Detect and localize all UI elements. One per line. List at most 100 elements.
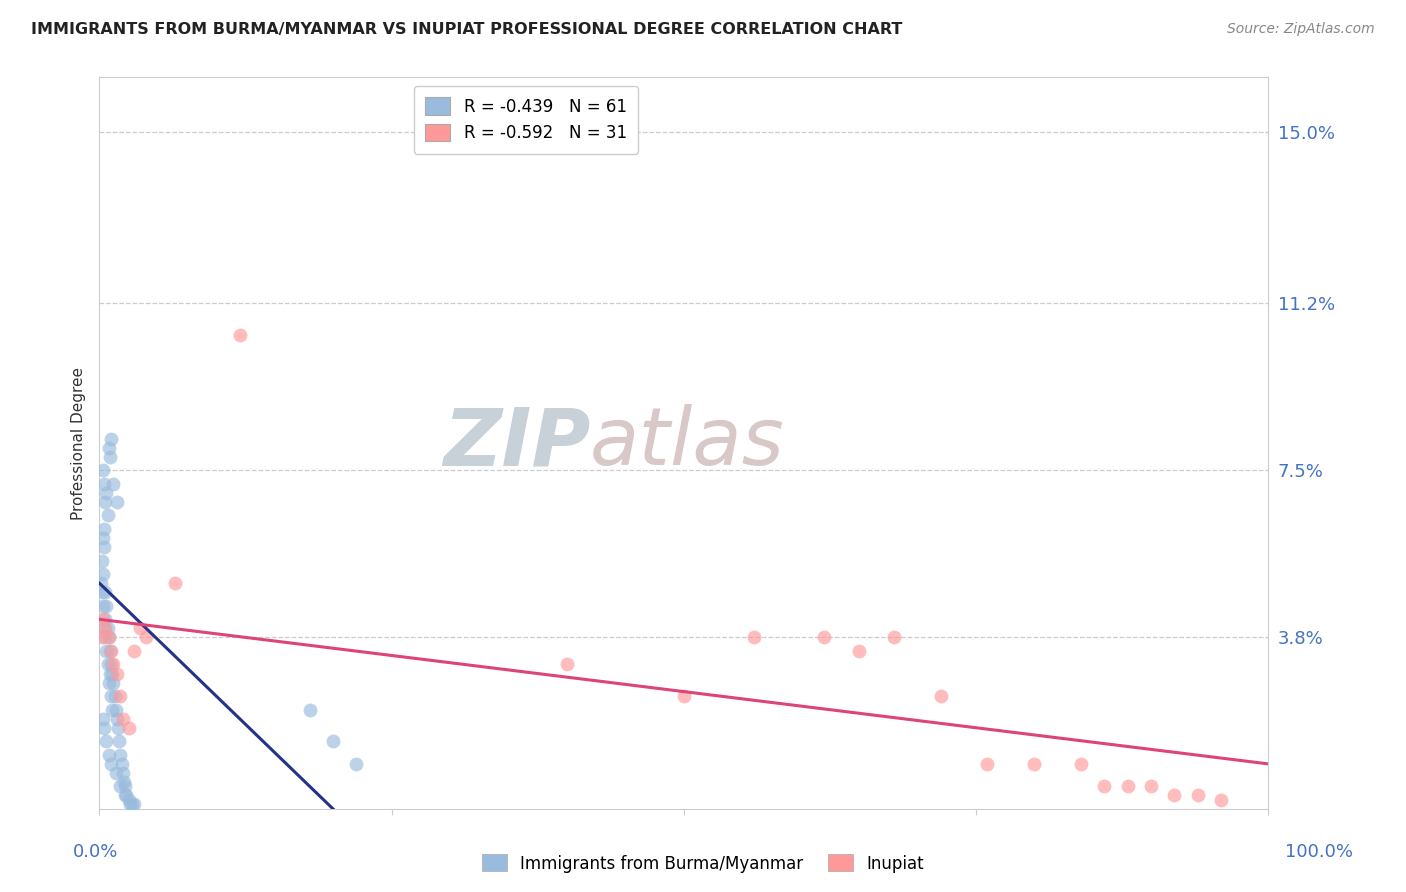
Point	[121, 797, 143, 812]
Point	[1163, 789, 1185, 803]
Point	[96, 486, 118, 500]
Point	[91, 612, 114, 626]
Point	[105, 666, 128, 681]
Point	[96, 734, 118, 748]
Point	[124, 797, 146, 812]
Point	[1187, 789, 1209, 803]
Point	[104, 689, 127, 703]
Point	[91, 712, 114, 726]
Point	[98, 450, 121, 464]
Point	[104, 703, 127, 717]
Point	[91, 567, 114, 582]
Point	[93, 721, 115, 735]
Point	[742, 631, 765, 645]
Point	[90, 554, 112, 568]
Point	[94, 631, 117, 645]
Legend: R = -0.439   N = 61, R = -0.592   N = 31: R = -0.439 N = 61, R = -0.592 N = 31	[413, 86, 638, 153]
Point	[117, 721, 139, 735]
Point	[1070, 756, 1092, 771]
Point	[94, 621, 117, 635]
Point	[103, 675, 125, 690]
Point	[111, 756, 134, 771]
Point	[114, 789, 136, 803]
Point	[90, 631, 112, 645]
Point	[97, 675, 120, 690]
Point	[103, 657, 125, 672]
Point	[346, 756, 368, 771]
Point	[93, 540, 115, 554]
Point	[115, 789, 138, 803]
Text: IMMIGRANTS FROM BURMA/MYANMAR VS INUPIAT PROFESSIONAL DEGREE CORRELATION CHART: IMMIGRANTS FROM BURMA/MYANMAR VS INUPIAT…	[31, 22, 903, 37]
Point	[100, 657, 122, 672]
Point	[98, 666, 121, 681]
Legend: Immigrants from Burma/Myanmar, Inupiat: Immigrants from Burma/Myanmar, Inupiat	[475, 847, 931, 880]
Point	[100, 432, 122, 446]
Point	[97, 657, 120, 672]
Point	[93, 621, 115, 635]
Point	[100, 644, 122, 658]
Point	[111, 765, 134, 780]
Point	[107, 721, 129, 735]
Point	[94, 585, 117, 599]
Point	[672, 689, 695, 703]
Point	[555, 657, 578, 672]
Point	[100, 689, 122, 703]
Point	[883, 631, 905, 645]
Point	[96, 644, 118, 658]
Point	[111, 712, 134, 726]
Point	[93, 476, 115, 491]
Point	[97, 747, 120, 762]
Point	[103, 476, 125, 491]
Point	[108, 734, 131, 748]
Point	[322, 734, 344, 748]
Point	[813, 631, 835, 645]
Point	[929, 689, 952, 703]
Point	[976, 756, 998, 771]
Text: Source: ZipAtlas.com: Source: ZipAtlas.com	[1227, 22, 1375, 37]
Point	[98, 644, 121, 658]
Point	[97, 631, 120, 645]
Point	[100, 756, 122, 771]
Point	[91, 463, 114, 477]
Point	[97, 508, 120, 523]
Point	[105, 495, 128, 509]
Point	[91, 599, 114, 613]
Text: 100.0%: 100.0%	[1285, 843, 1353, 861]
Point	[135, 631, 157, 645]
Point	[110, 780, 132, 794]
Text: atlas: atlas	[591, 404, 785, 483]
Point	[110, 747, 132, 762]
Point	[105, 712, 128, 726]
Point	[1024, 756, 1046, 771]
Point	[129, 621, 152, 635]
Point	[104, 765, 127, 780]
Point	[101, 666, 124, 681]
Point	[124, 644, 146, 658]
Point	[94, 495, 117, 509]
Point	[117, 793, 139, 807]
Y-axis label: Professional Degree: Professional Degree	[72, 367, 86, 520]
Point	[118, 797, 141, 812]
Point	[97, 631, 120, 645]
Point	[1211, 793, 1233, 807]
Point	[298, 703, 321, 717]
Point	[1140, 780, 1163, 794]
Point	[94, 612, 117, 626]
Point	[97, 621, 120, 635]
Point	[1092, 780, 1115, 794]
Point	[101, 703, 124, 717]
Point	[848, 644, 870, 658]
Point	[112, 775, 135, 789]
Text: 0.0%: 0.0%	[73, 843, 118, 861]
Point	[114, 780, 136, 794]
Point	[90, 576, 112, 591]
Point	[97, 441, 120, 455]
Point	[96, 599, 118, 613]
Text: ZIP: ZIP	[443, 404, 591, 483]
Point	[93, 522, 115, 536]
Point	[1116, 780, 1139, 794]
Point	[110, 689, 132, 703]
Point	[90, 585, 112, 599]
Point	[91, 531, 114, 545]
Point	[165, 576, 187, 591]
